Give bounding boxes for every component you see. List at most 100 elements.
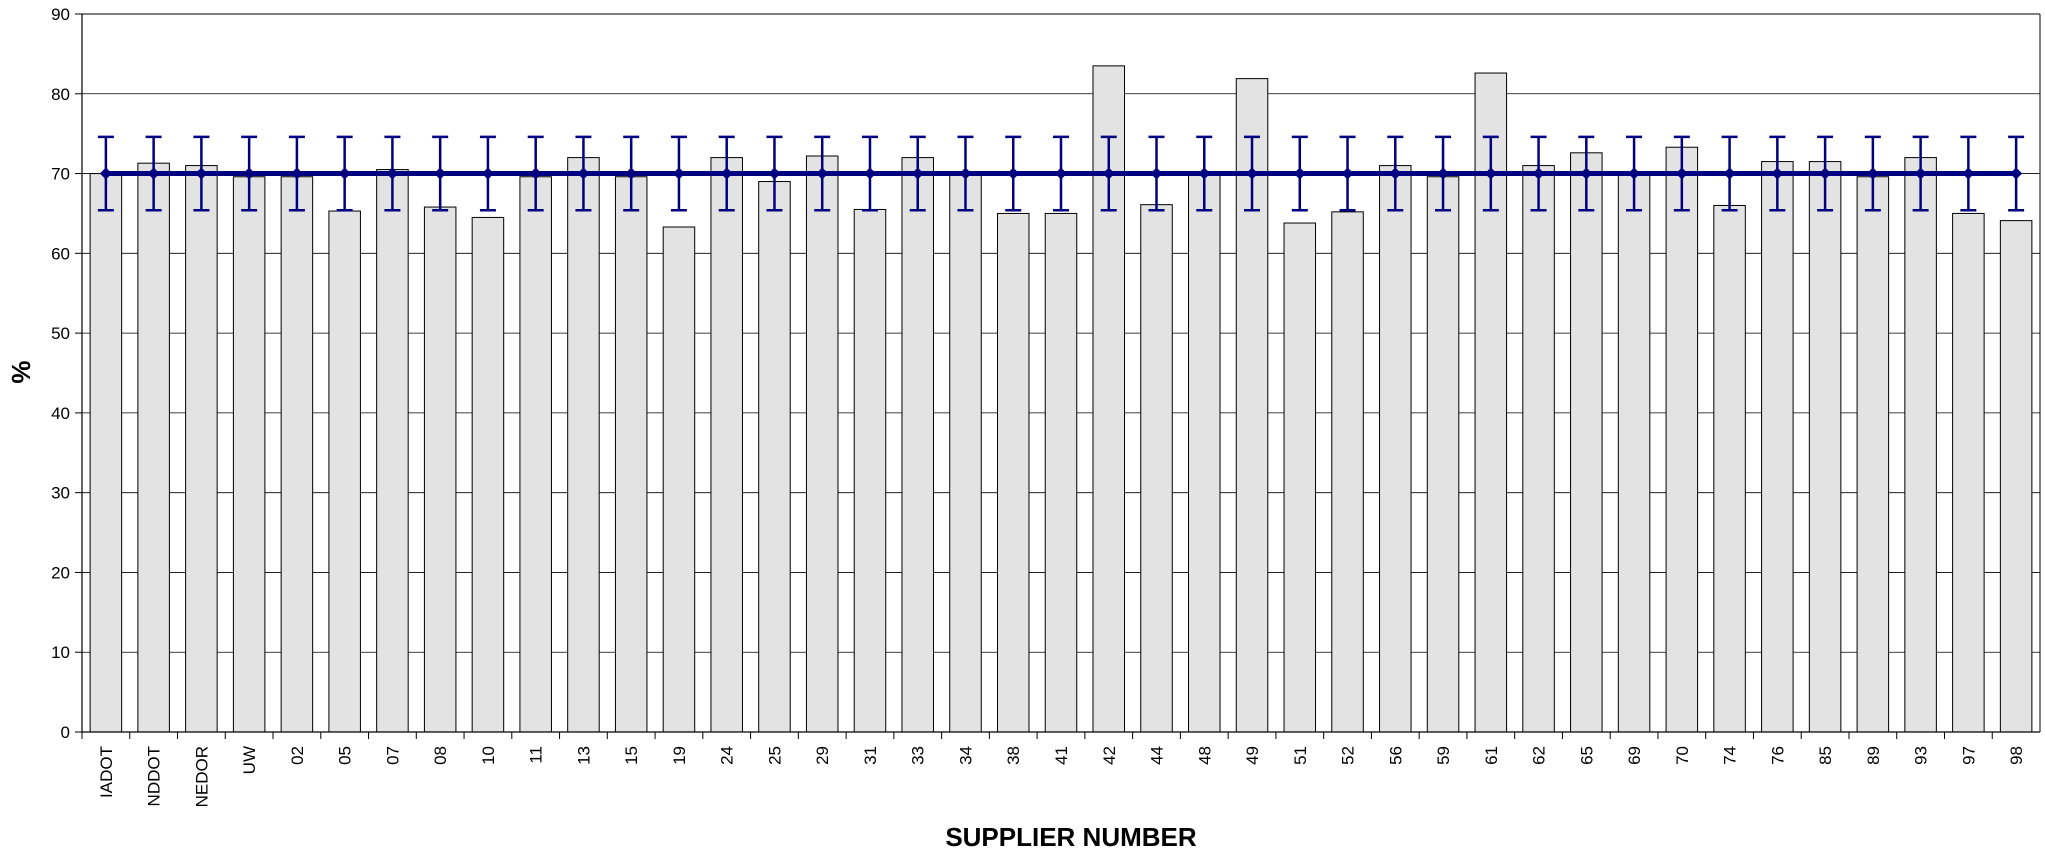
line-marker [1771,167,1784,180]
x-tick-label: 76 [1768,746,1787,765]
y-tick-label: 90 [51,5,70,24]
bar [232,176,266,733]
line-marker [1484,167,1497,180]
line-marker [1102,167,1115,180]
x-tick-label: 24 [718,746,737,765]
x-tick-label: 93 [1912,746,1931,765]
x-tick-label: 33 [909,746,928,765]
line-marker [1341,167,1354,180]
bar [376,169,409,733]
x-tick-label: 69 [1625,746,1644,765]
line-marker [1723,167,1736,180]
line-marker [1055,167,1067,180]
bar [567,157,600,733]
bar [519,176,552,733]
line-marker [1866,167,1879,180]
bar [614,176,648,733]
line-marker [290,167,303,180]
x-tick-label: 13 [574,746,593,765]
x-tick-label: 70 [1673,746,1692,765]
x-tick-label: 52 [1339,746,1358,765]
x-tick-label: 61 [1482,746,1501,765]
x-tick-label: 08 [431,746,450,765]
bar [185,165,218,733]
bar [1044,212,1078,733]
bar [1522,165,1555,733]
bar [996,212,1030,733]
line-marker [577,167,590,180]
x-tick-label: 42 [1100,746,1119,765]
bar [1188,171,1221,733]
axes [75,13,2041,739]
x-tick-label: 05 [336,746,355,765]
line-marker [2010,167,2023,180]
bar [853,208,887,733]
bar [1617,171,1651,733]
bar [137,162,170,733]
line-marker [195,167,208,180]
bar [1283,222,1317,733]
bar [280,176,314,733]
line-marker [672,167,685,180]
x-tick-label: 48 [1195,746,1214,765]
bar [1331,211,1364,733]
bar [423,206,457,733]
bar [805,155,839,733]
y-tick-label: 60 [51,244,70,263]
bar [758,181,791,733]
y-axis-title: % [6,360,36,383]
x-tick-label: 38 [1004,746,1023,765]
x-tick-label: 62 [1530,746,1549,765]
x-tick-label: 11 [527,746,546,764]
y-tick-label: 20 [51,563,70,582]
line-marker [481,167,494,180]
bar [1140,204,1173,733]
x-tick-label: 41 [1052,746,1071,765]
x-tick-labels: IADOT NDDOT NEDOR UW 02 05 07 08 10 11 13 15 19 24 25 2… [97,746,2026,807]
x-tick-label: 34 [956,746,975,765]
bar [1426,176,1460,733]
y-tick-label: 50 [51,324,70,343]
line-marker [1914,167,1927,180]
line-marker [1962,167,1975,180]
x-tick-label: UW [240,746,259,774]
bar [949,172,982,733]
line-marker [863,167,876,180]
x-tick-label: 25 [765,746,784,765]
bar [1808,161,1842,733]
line-marker [1198,167,1211,180]
line-marker [1437,167,1450,180]
x-tick-label: 02 [288,746,307,765]
line-marker [99,167,112,180]
bar [1904,157,1937,733]
line-marker [386,167,399,180]
y-tick-labels: 0 10 20 30 40 50 60 70 80 90 [51,5,70,742]
bar [1856,176,1890,733]
line-marker [434,167,447,180]
bar [471,216,505,733]
bar [1952,212,1985,733]
x-tick-label: 74 [1721,746,1740,765]
line-marker [1293,167,1306,180]
x-tick-label: 19 [670,746,689,765]
bar [1379,165,1412,733]
y-tick-label: 70 [51,165,70,184]
line-marker [338,167,351,180]
bar [710,157,743,733]
x-tick-label: 44 [1148,746,1167,765]
x-tick-label: 31 [861,746,880,765]
x-tick-label: 65 [1577,746,1596,765]
x-tick-label: 10 [479,746,498,765]
x-tick-label: 51 [1291,746,1310,765]
y-tick-label: 0 [61,723,70,742]
line-marker [1819,167,1832,180]
line-marker [1675,167,1688,180]
mean-line-series [97,135,2025,212]
x-tick-label: 89 [1864,746,1883,765]
bar [1761,161,1794,733]
bar [1665,146,1699,733]
x-tick-label: 49 [1243,746,1262,765]
y-tick-label: 40 [51,404,70,423]
bar [328,210,361,733]
x-tick-label: 07 [383,746,402,765]
